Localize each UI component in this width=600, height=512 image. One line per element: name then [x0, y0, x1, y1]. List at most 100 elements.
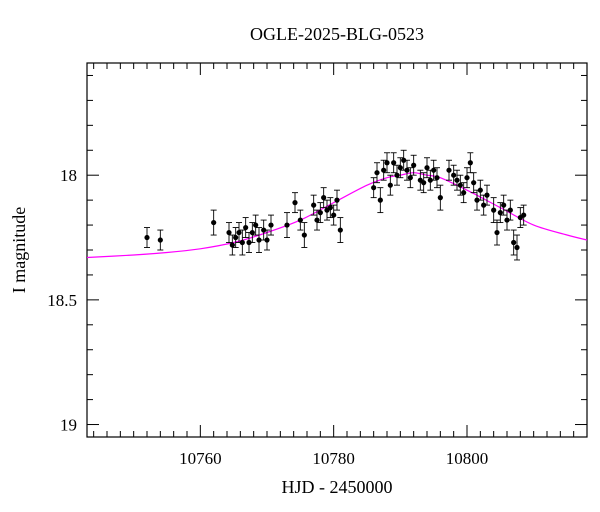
data-point [494, 219, 500, 246]
data-point [397, 157, 404, 179]
data-point [470, 172, 477, 194]
data-point [236, 222, 242, 243]
data-point [226, 222, 232, 243]
point-marker [457, 182, 463, 188]
data-point [292, 192, 298, 214]
data-point [310, 194, 317, 216]
y-tick-label: 19 [60, 416, 77, 435]
point-marker [256, 237, 262, 243]
data-point [337, 217, 344, 243]
data-point [284, 212, 290, 238]
point-marker [474, 197, 480, 203]
y-axis-label: I magnitude [9, 207, 29, 293]
axis-ticks: 10760 10780 10800 18 18.5 19 [47, 63, 588, 468]
data-point [144, 227, 150, 248]
data-point [210, 209, 217, 236]
point-marker [481, 202, 487, 208]
x-axis-label: HJD - 2450000 [282, 477, 393, 497]
data-point [480, 194, 487, 216]
point-marker [284, 222, 290, 228]
data-point [314, 209, 320, 231]
point-marker [297, 217, 303, 223]
point-marker [292, 200, 298, 206]
point-marker [521, 212, 527, 218]
point-marker [507, 207, 513, 213]
data-point [246, 232, 252, 253]
point-marker [246, 239, 252, 246]
point-marker [314, 217, 320, 223]
data-point [249, 222, 256, 243]
data-point [510, 229, 517, 256]
data-points-layer [144, 149, 527, 261]
data-point [400, 149, 407, 171]
y-tick-label: 18.5 [47, 291, 77, 310]
x-tick-label: 10780 [312, 449, 355, 468]
data-point [517, 207, 524, 229]
point-marker [233, 234, 239, 241]
data-point [390, 152, 397, 174]
data-point [497, 202, 504, 224]
data-point [477, 179, 484, 201]
data-point [454, 169, 460, 191]
data-point [446, 159, 452, 181]
data-point [450, 164, 457, 186]
point-marker [157, 237, 163, 243]
data-point [252, 214, 259, 236]
data-point [394, 164, 400, 186]
point-marker [514, 244, 520, 251]
data-point [256, 227, 262, 253]
data-point [374, 162, 380, 184]
point-marker [421, 180, 427, 186]
point-marker [253, 222, 259, 228]
x-tick-label: 10760 [179, 449, 222, 468]
point-marker [371, 185, 377, 191]
point-marker [431, 167, 437, 173]
y-tick-label: 18 [60, 166, 77, 185]
data-point [430, 159, 437, 181]
data-point [467, 152, 474, 174]
point-marker [424, 165, 430, 171]
point-marker [511, 239, 517, 246]
point-marker [477, 187, 483, 193]
data-point [474, 189, 480, 211]
data-point [320, 187, 327, 209]
data-point [520, 204, 527, 226]
data-point [410, 154, 417, 176]
data-point [330, 204, 337, 226]
data-point [434, 167, 440, 189]
point-marker [377, 197, 383, 203]
data-point [407, 167, 414, 189]
point-marker [327, 205, 333, 211]
data-point [264, 229, 270, 251]
data-point [484, 184, 490, 206]
point-marker [427, 177, 433, 183]
data-point [232, 227, 239, 248]
point-marker [321, 195, 327, 201]
data-point [404, 159, 410, 181]
point-marker [264, 237, 270, 243]
point-marker [407, 175, 413, 181]
point-marker [387, 182, 393, 188]
x-tick-label: 10800 [446, 449, 489, 468]
point-marker [239, 239, 245, 246]
data-point [377, 187, 384, 214]
point-marker [464, 175, 470, 181]
data-point [500, 194, 507, 216]
data-point [301, 222, 308, 248]
point-marker [301, 232, 307, 238]
point-marker [144, 234, 150, 241]
data-point [514, 234, 520, 261]
data-point [504, 209, 510, 231]
point-marker [384, 160, 390, 166]
point-marker [446, 167, 452, 173]
point-marker [504, 217, 510, 223]
data-point [334, 189, 340, 211]
point-marker [454, 177, 460, 183]
point-marker [451, 172, 457, 178]
data-point [297, 209, 304, 231]
point-marker [261, 227, 267, 233]
point-marker [411, 162, 417, 168]
data-point [387, 174, 394, 196]
point-marker [484, 192, 490, 198]
